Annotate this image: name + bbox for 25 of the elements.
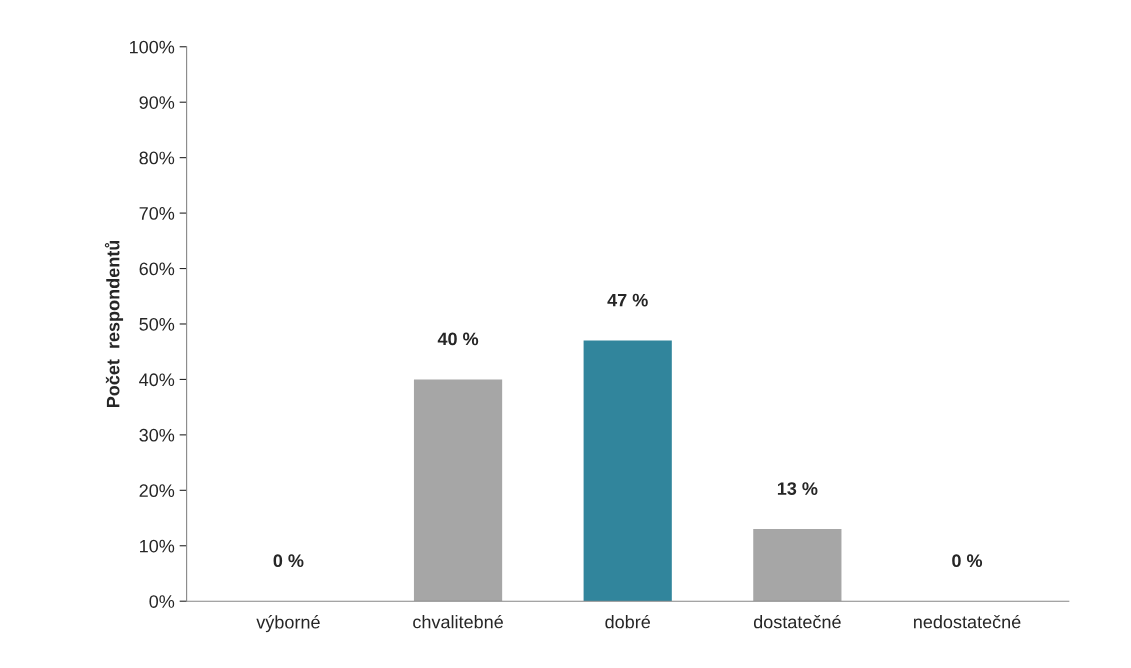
y-tick-label: 100% bbox=[130, 40, 175, 54]
y-axis-title: Počet respondentů bbox=[104, 240, 124, 408]
y-tick-label: 60% bbox=[139, 262, 175, 276]
y-tick-label: 40% bbox=[139, 373, 175, 387]
data-label: 40 % bbox=[437, 332, 479, 346]
y-tick-label: 30% bbox=[139, 428, 175, 442]
data-label: 13 % bbox=[777, 482, 818, 496]
bar bbox=[753, 529, 842, 602]
y-tick-label: 90% bbox=[139, 96, 175, 109]
y-tick-label: 50% bbox=[139, 317, 175, 331]
y-tick-label: 0% bbox=[149, 595, 175, 608]
y-tick-label: 80% bbox=[139, 151, 175, 165]
bar bbox=[583, 340, 672, 602]
x-tick-label: dobré bbox=[605, 614, 650, 629]
x-tick-label: dostatečné bbox=[753, 614, 841, 629]
y-tick-label: 70% bbox=[139, 207, 175, 220]
data-label: 0 % bbox=[952, 554, 983, 568]
y-tick-label: 10% bbox=[140, 539, 175, 553]
x-tick-label: nedostatečné bbox=[914, 614, 1021, 629]
y-tick-label: 20% bbox=[139, 484, 175, 498]
x-tick-label: chvalitebné bbox=[413, 614, 503, 629]
data-label: 0 % bbox=[273, 554, 304, 568]
x-tick-label: výborné bbox=[256, 615, 320, 633]
bar bbox=[413, 379, 503, 602]
data-label: 47 % bbox=[607, 293, 648, 307]
